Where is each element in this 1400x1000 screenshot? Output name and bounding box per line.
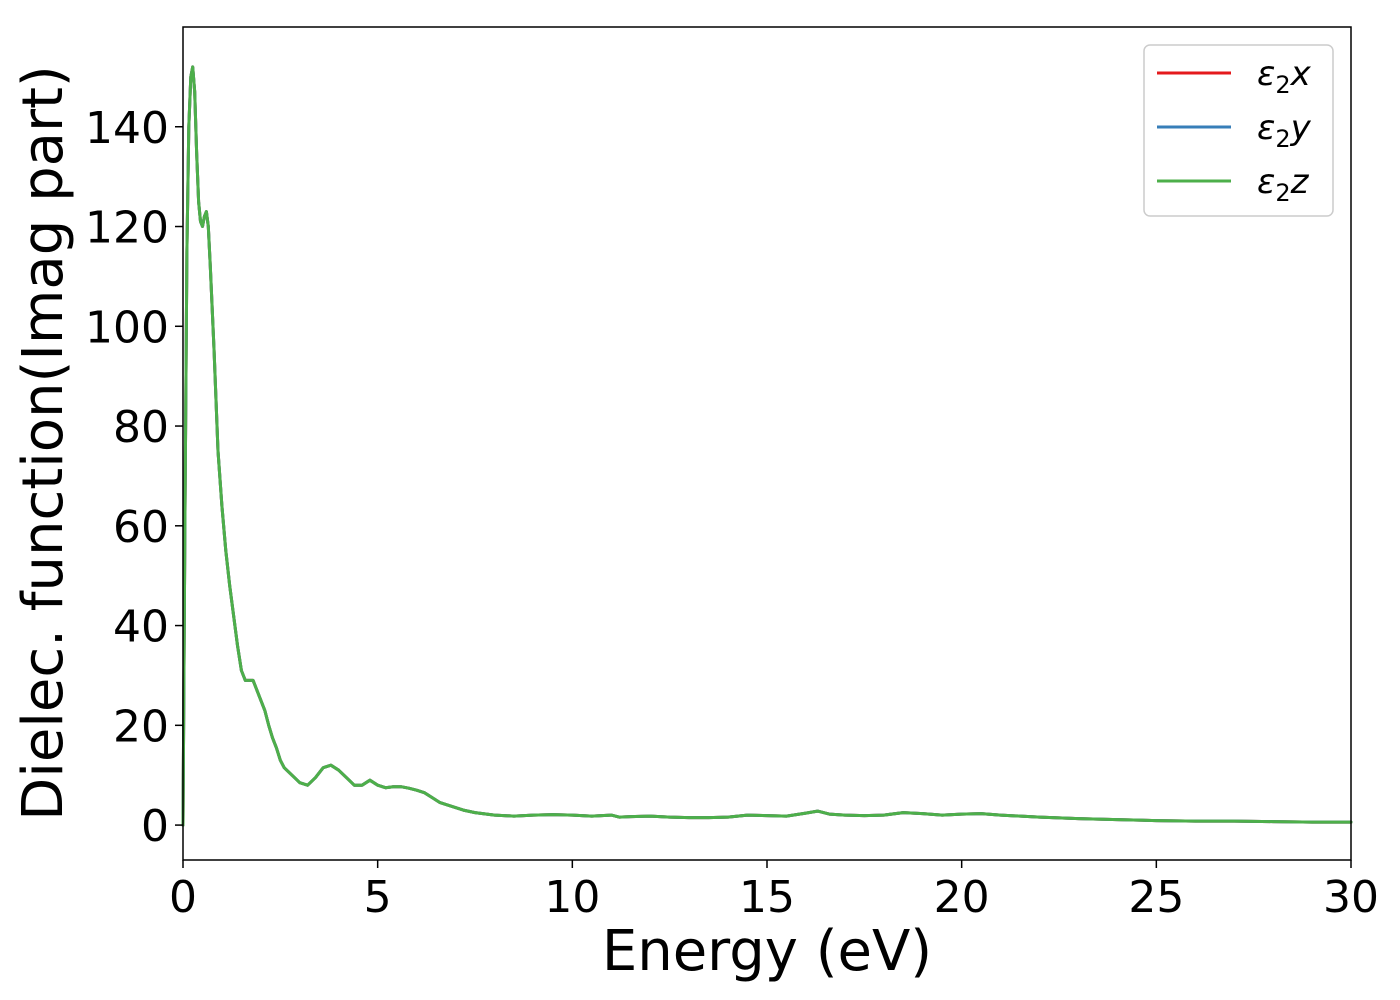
x-tick-label: 20 (934, 872, 990, 923)
y-tick-label: 40 (113, 602, 169, 653)
y-tick-label: 80 (113, 402, 169, 453)
x-tick-label: 25 (1128, 872, 1184, 923)
y-tick-label: 60 (113, 502, 169, 553)
x-axis-title: Energy (eV) (602, 919, 932, 984)
y-tick-label: 0 (141, 801, 169, 852)
y-tick-label: 120 (85, 203, 169, 254)
x-tick-label: 15 (739, 872, 795, 923)
y-axis-ticks: 0 20 40 60 80 100 120 140 (85, 103, 183, 852)
legend-box (1143, 44, 1334, 217)
legend-label: ε2x (1257, 54, 1312, 99)
legend-label: ε2z (1257, 162, 1310, 207)
y-tick-label: 140 (85, 103, 169, 154)
y-axis-title: Dielec. function(Imag part) (11, 65, 76, 821)
x-tick-label: 0 (169, 872, 197, 923)
x-axis-ticks: 0 5 10 15 20 25 30 (169, 860, 1379, 923)
y-tick-label: 20 (113, 701, 169, 752)
series-layer (181, 65, 1353, 827)
series-line-2 (181, 65, 1353, 827)
x-tick-label: 30 (1323, 872, 1379, 923)
x-tick-label: 5 (364, 872, 392, 923)
x-tick-label: 10 (544, 872, 600, 923)
legend-label: ε2y (1257, 108, 1312, 153)
y-tick-label: 100 (85, 302, 169, 353)
legend: ε2x ε2y ε2z (1143, 44, 1334, 217)
